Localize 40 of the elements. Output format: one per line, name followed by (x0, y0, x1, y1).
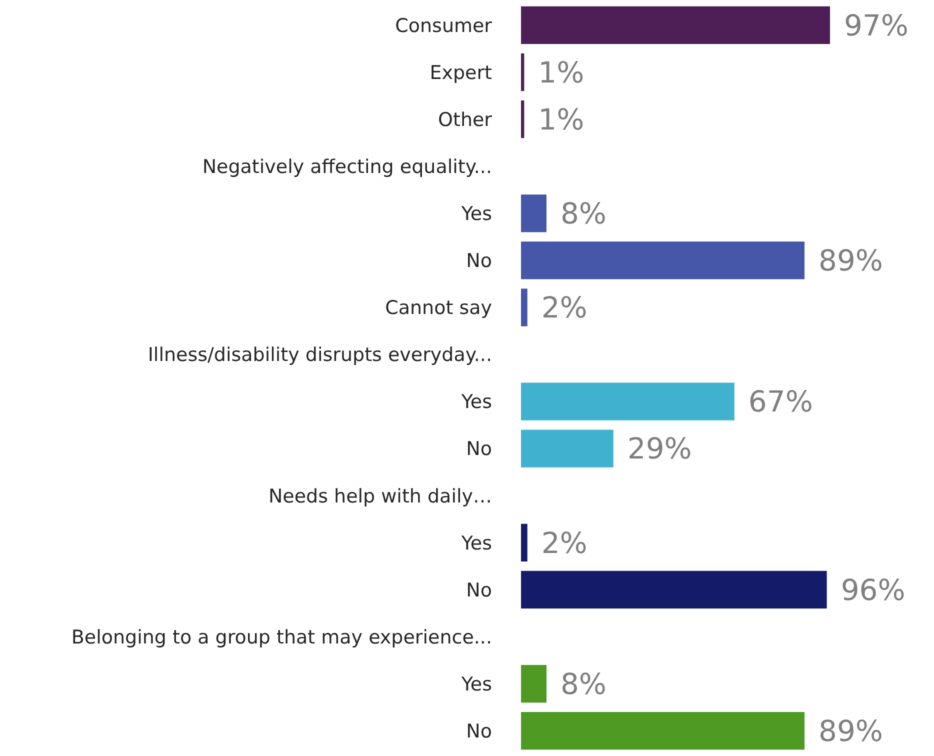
y-tick-label: Consumer (395, 14, 492, 37)
bar (521, 288, 528, 326)
y-tick-label: Other (438, 108, 492, 131)
y-tick-label: No (466, 720, 492, 742)
y-tick-label: Yes (460, 532, 492, 554)
bar (521, 6, 830, 44)
y-tick-label: Expert (430, 62, 492, 84)
bar (521, 194, 546, 232)
data-label: 2% (541, 290, 588, 325)
data-label: 29% (627, 432, 692, 466)
data-label: 1% (538, 55, 584, 90)
y-tick-label: Yes (460, 673, 492, 696)
data-label: 67% (748, 384, 813, 419)
data-label: 89% (818, 244, 883, 278)
data-label: 1% (538, 102, 584, 136)
y-tick-label: Belonging to a group that may experience... (71, 626, 492, 648)
y-tick-label: Cannot say (385, 297, 492, 320)
bar (521, 664, 546, 703)
data-label: 89% (818, 714, 883, 748)
y-tick-label: No (466, 438, 492, 460)
data-label: 96% (840, 572, 906, 607)
y-tick-label: Yes (460, 202, 492, 225)
bar (521, 242, 805, 280)
data-label: 97% (844, 8, 908, 42)
y-tick-label: Negatively affecting equality... (202, 156, 492, 178)
bar (521, 524, 528, 562)
y-tick-label: No (466, 250, 492, 272)
y-tick-label: No (466, 579, 492, 602)
bar (521, 712, 805, 750)
y-tick-label: Yes (460, 391, 492, 414)
y-tick-label: Illness/disability disrupts everyday... (148, 344, 492, 366)
bar (521, 53, 524, 92)
bar (521, 382, 734, 420)
bar (521, 100, 524, 138)
data-label: 2% (541, 526, 588, 560)
y-tick-label: Needs help with daily… (268, 485, 492, 508)
bar (521, 430, 614, 468)
bar (521, 570, 827, 609)
data-label: 8% (560, 196, 606, 230)
data-label: 8% (560, 666, 606, 701)
